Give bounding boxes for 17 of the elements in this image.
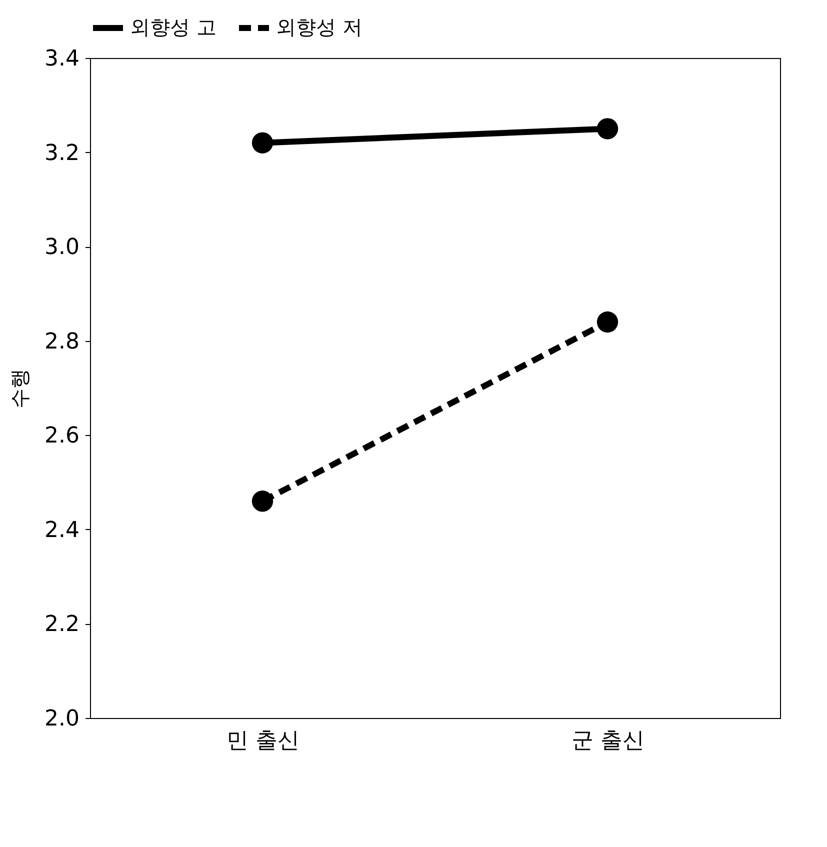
point (596, 118, 618, 140)
y-tick-label: 2.0 (44, 706, 80, 732)
x-tick-label: 군 출신 (572, 728, 644, 754)
point (252, 490, 274, 512)
y-tick-label: 2.4 (44, 518, 80, 543)
point (252, 132, 274, 154)
point (596, 311, 618, 333)
y-axis-title: 수행 (8, 368, 32, 408)
y-tick-label: 3.0 (44, 235, 80, 260)
x-tick-label: 민 출신 (226, 728, 300, 754)
y-tick-label: 3.4 (44, 46, 80, 72)
y-tick-label: 2.6 (44, 424, 80, 449)
y-tick-label: 2.8 (44, 329, 80, 354)
legend-label: 외향성 저 (276, 15, 362, 39)
y-tick-label: 3.2 (44, 140, 80, 166)
legend-label: 외향성 고 (130, 15, 216, 39)
y-tick-label: 2.2 (44, 612, 80, 638)
